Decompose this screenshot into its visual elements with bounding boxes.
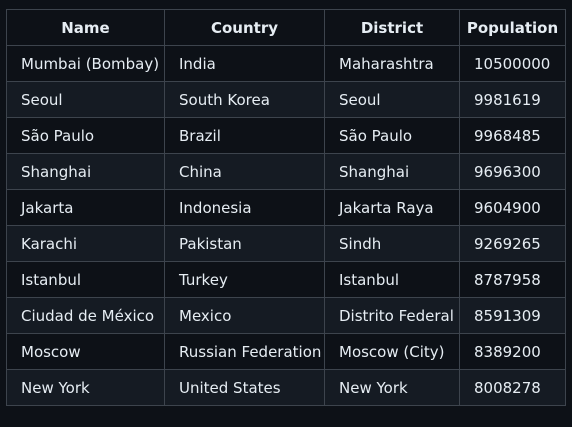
- cell-population: 8787958: [459, 261, 566, 298]
- cell-district: Maharashtra: [324, 45, 460, 82]
- column-header-population[interactable]: Population: [459, 9, 566, 46]
- cell-country: Brazil: [164, 117, 325, 154]
- cell-country: Russian Federation: [164, 333, 325, 370]
- cell-country: Pakistan: [164, 225, 325, 262]
- cell-district: Jakarta Raya: [324, 189, 460, 226]
- table-row: Shanghai China Shanghai 9696300: [6, 153, 566, 190]
- cell-population: 8389200: [459, 333, 566, 370]
- table-row: Moscow Russian Federation Moscow (City) …: [6, 333, 566, 370]
- cell-population: 9968485: [459, 117, 566, 154]
- cell-country: India: [164, 45, 325, 82]
- cell-district: Distrito Federal: [324, 297, 460, 334]
- cell-name: New York: [6, 369, 165, 406]
- cell-country: South Korea: [164, 81, 325, 118]
- cell-population: 9604900: [459, 189, 566, 226]
- cell-country: Turkey: [164, 261, 325, 298]
- cell-district: Istanbul: [324, 261, 460, 298]
- table-row: São Paulo Brazil São Paulo 9968485: [6, 117, 566, 154]
- cell-name: Jakarta: [6, 189, 165, 226]
- cell-district: New York: [324, 369, 460, 406]
- cell-district: Sindh: [324, 225, 460, 262]
- cell-name: Istanbul: [6, 261, 165, 298]
- cell-district: Shanghai: [324, 153, 460, 190]
- cell-name: Seoul: [6, 81, 165, 118]
- table-row: Istanbul Turkey Istanbul 8787958: [6, 261, 566, 298]
- table-row: Ciudad de México Mexico Distrito Federal…: [6, 297, 566, 334]
- cell-name: São Paulo: [6, 117, 165, 154]
- cell-district: Seoul: [324, 81, 460, 118]
- results-table: Name Country District Population Mumbai …: [6, 9, 566, 406]
- cell-population: 8008278: [459, 369, 566, 406]
- table-row: Karachi Pakistan Sindh 9269265: [6, 225, 566, 262]
- cell-name: Karachi: [6, 225, 165, 262]
- cell-population: 8591309: [459, 297, 566, 334]
- cell-name: Moscow: [6, 333, 165, 370]
- table-row: Seoul South Korea Seoul 9981619: [6, 81, 566, 118]
- cell-name: Mumbai (Bombay): [6, 45, 165, 82]
- table-row: New York United States New York 8008278: [6, 369, 566, 406]
- column-header-district[interactable]: District: [324, 9, 460, 46]
- table-row: Jakarta Indonesia Jakarta Raya 9604900: [6, 189, 566, 226]
- cell-population: 9269265: [459, 225, 566, 262]
- cell-population: 9696300: [459, 153, 566, 190]
- cell-country: China: [164, 153, 325, 190]
- cell-country: Mexico: [164, 297, 325, 334]
- cell-name: Ciudad de México: [6, 297, 165, 334]
- cell-district: São Paulo: [324, 117, 460, 154]
- column-header-name[interactable]: Name: [6, 9, 165, 46]
- cell-name: Shanghai: [6, 153, 165, 190]
- cell-population: 9981619: [459, 81, 566, 118]
- cell-country: United States: [164, 369, 325, 406]
- column-header-country[interactable]: Country: [164, 9, 325, 46]
- table-row: Mumbai (Bombay) India Maharashtra 105000…: [6, 45, 566, 82]
- table-header-row: Name Country District Population: [6, 9, 566, 46]
- cell-population: 10500000: [459, 45, 566, 82]
- cell-country: Indonesia: [164, 189, 325, 226]
- results-table-container: Name Country District Population Mumbai …: [6, 9, 566, 406]
- cell-district: Moscow (City): [324, 333, 460, 370]
